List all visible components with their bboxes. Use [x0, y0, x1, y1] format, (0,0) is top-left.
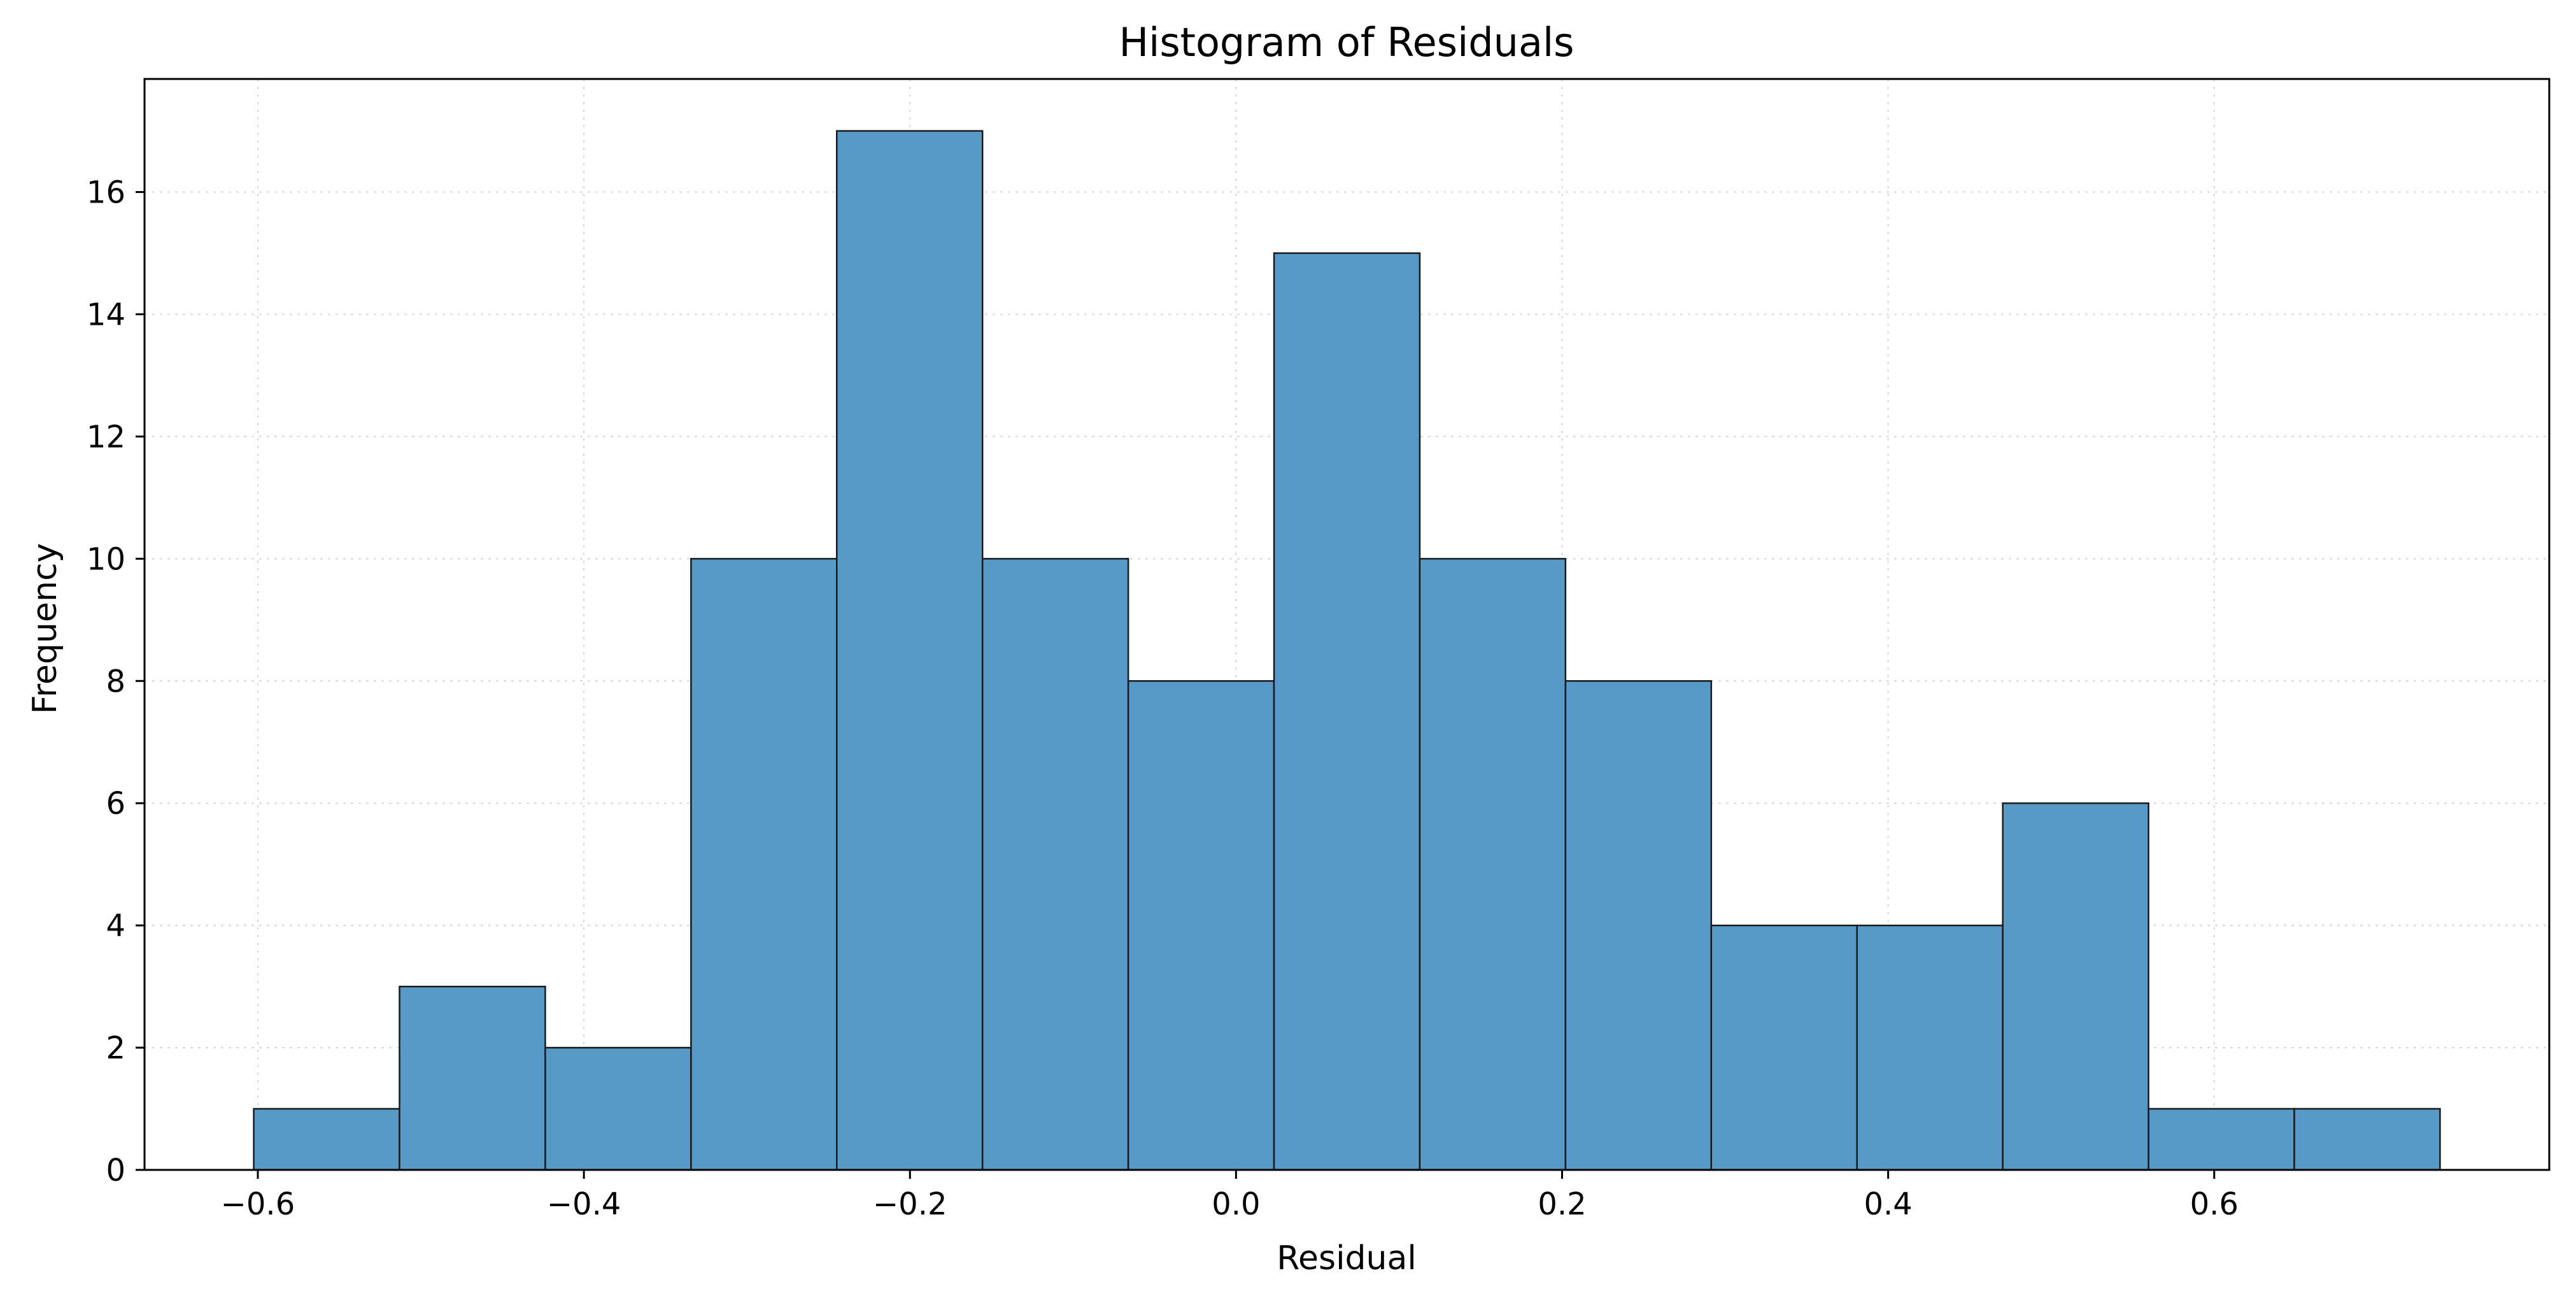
y-tick-label: 4 — [106, 908, 125, 944]
y-axis-label: Frequency — [26, 543, 64, 715]
histogram-bar — [836, 130, 984, 1171]
x-tick-label: −0.6 — [221, 1186, 295, 1222]
y-tick-label: 16 — [87, 175, 125, 211]
histogram-bar — [2148, 1107, 2295, 1171]
y-tick-label: 12 — [87, 419, 125, 455]
histogram-bar — [1419, 558, 1567, 1171]
histogram-bar — [1127, 680, 1275, 1171]
x-tick-label: 0.0 — [1212, 1186, 1260, 1222]
histogram-bar — [2293, 1107, 2441, 1171]
y-tick-label: 6 — [106, 786, 125, 822]
histogram-bar — [1856, 924, 2004, 1171]
y-tick-label: 14 — [87, 297, 125, 332]
x-tick-label: 0.4 — [1864, 1186, 1912, 1222]
histogram-bar — [2002, 802, 2149, 1171]
y-tick-label: 0 — [106, 1153, 125, 1188]
histogram-bar — [544, 1046, 692, 1171]
histogram-bar — [399, 985, 546, 1171]
y-tick-label: 2 — [106, 1030, 125, 1066]
histogram-bar — [981, 558, 1129, 1171]
histogram-bar — [1564, 680, 1713, 1171]
histogram-bar — [690, 558, 838, 1171]
histogram-bar — [1710, 924, 1858, 1171]
histogram-bar — [253, 1107, 400, 1171]
y-tick-label: 8 — [106, 664, 125, 699]
y-axis-ticks: 0 2 4 6 8 10 12 14 16 — [87, 175, 145, 1188]
x-axis-label: Residual — [1277, 1239, 1417, 1278]
chart-title: Histogram of Residuals — [1119, 19, 1575, 66]
x-tick-label: −0.2 — [873, 1186, 947, 1222]
histogram-bars — [253, 130, 2441, 1171]
x-tick-label: 0.6 — [2190, 1186, 2239, 1222]
histogram-bar — [1273, 252, 1421, 1171]
x-axis-ticks: −0.6 −0.4 −0.2 0.0 0.2 0.4 0.6 — [221, 1170, 2239, 1222]
x-tick-label: 0.2 — [1538, 1186, 1586, 1222]
y-tick-label: 10 — [87, 541, 125, 577]
plot-frame — [143, 78, 2551, 1171]
x-tick-label: −0.4 — [547, 1186, 621, 1222]
